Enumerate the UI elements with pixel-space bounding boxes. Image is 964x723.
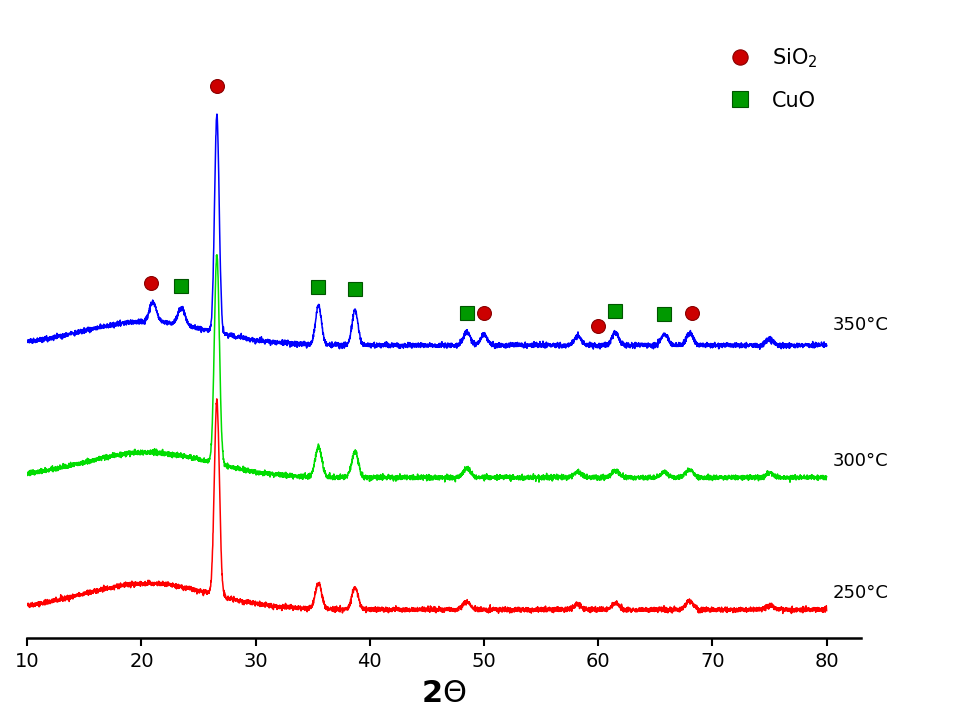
Legend: SiO$_2$, CuO: SiO$_2$, CuO [711,38,825,119]
Text: 300°C: 300°C [832,452,888,470]
Text: 350°C: 350°C [832,316,888,334]
Text: 250°C: 250°C [832,584,888,602]
X-axis label: $\mathbf{2}$$\mathit{\Theta}$: $\mathbf{2}$$\mathit{\Theta}$ [421,679,467,708]
